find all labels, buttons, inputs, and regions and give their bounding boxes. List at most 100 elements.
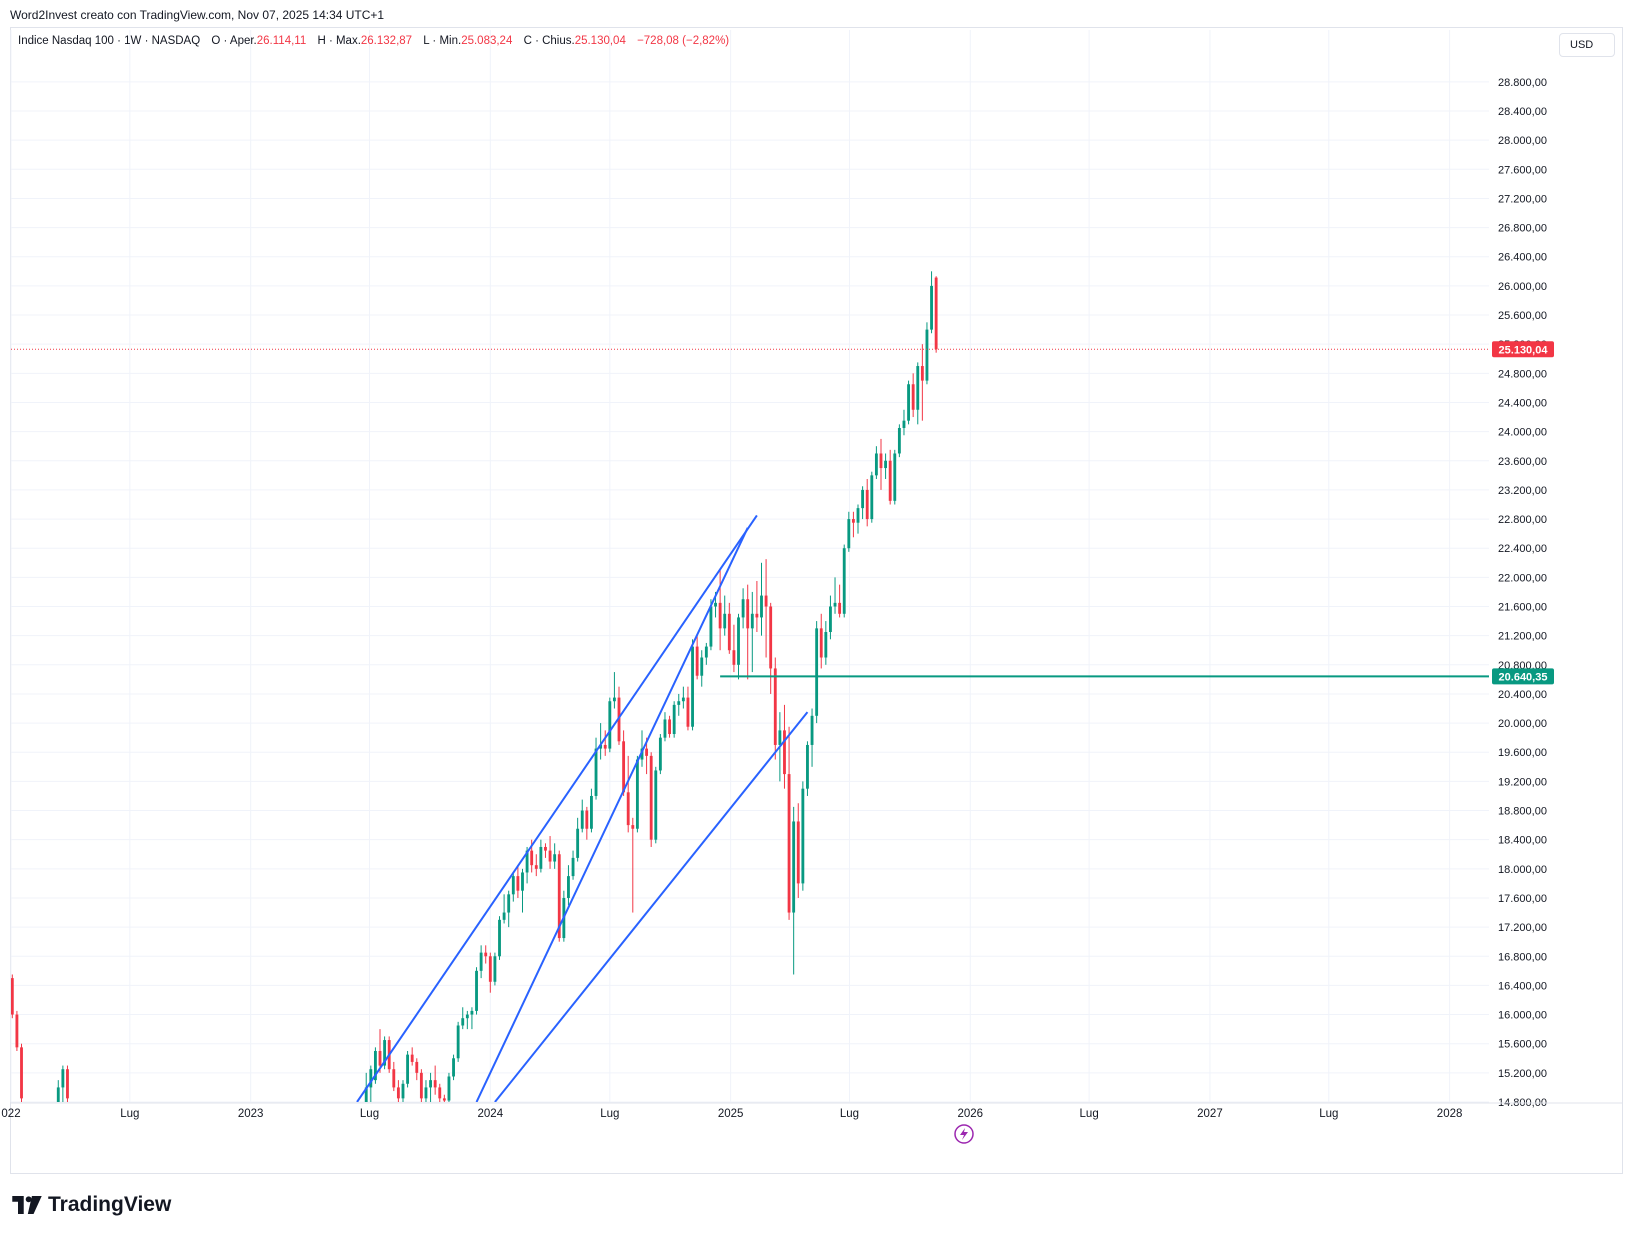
candle[interactable] — [419, 1069, 423, 1102]
candle[interactable] — [401, 1080, 405, 1102]
candle[interactable] — [475, 967, 478, 1015]
candle[interactable] — [801, 781, 805, 891]
candle[interactable] — [11, 974, 14, 1019]
trendline[interactable] — [475, 527, 749, 1102]
candle[interactable] — [668, 715, 671, 738]
candle[interactable] — [369, 1065, 373, 1102]
candle[interactable] — [663, 712, 667, 742]
candle[interactable] — [493, 952, 497, 986]
candle[interactable] — [874, 446, 878, 479]
candle[interactable] — [424, 1080, 428, 1102]
candle[interactable] — [447, 1072, 451, 1102]
candle[interactable] — [626, 755, 630, 833]
candle[interactable] — [654, 766, 658, 844]
candle[interactable] — [829, 595, 832, 640]
candle[interactable] — [870, 471, 874, 523]
candle[interactable] — [594, 737, 598, 800]
candle[interactable] — [723, 595, 727, 636]
candle[interactable] — [452, 1054, 455, 1081]
candle[interactable] — [521, 868, 524, 913]
candle[interactable] — [920, 344, 924, 421]
candle[interactable] — [470, 1007, 474, 1030]
candle[interactable] — [553, 843, 557, 869]
candle[interactable] — [511, 872, 515, 902]
candle[interactable] — [576, 817, 580, 862]
candle[interactable] — [700, 650, 704, 687]
candle[interactable] — [599, 723, 603, 760]
candle[interactable] — [732, 624, 736, 673]
candle[interactable] — [442, 1094, 446, 1102]
candle[interactable] — [622, 730, 626, 796]
candle[interactable] — [392, 1061, 396, 1092]
candle[interactable] — [691, 639, 694, 731]
candle[interactable] — [378, 1029, 382, 1073]
candle[interactable] — [819, 613, 823, 669]
candle[interactable] — [548, 836, 552, 869]
candle[interactable] — [635, 755, 639, 833]
candle[interactable] — [792, 806, 796, 975]
candle[interactable] — [396, 1080, 400, 1102]
candle[interactable] — [488, 952, 492, 993]
tradingview-brand[interactable]: TradingView — [12, 1193, 171, 1217]
candle[interactable] — [893, 449, 897, 505]
candle[interactable] — [608, 697, 612, 753]
candle[interactable] — [479, 945, 483, 979]
candle[interactable] — [796, 803, 800, 898]
lightning-alert-icon[interactable] — [954, 1124, 974, 1144]
candle[interactable] — [865, 478, 869, 527]
candle[interactable] — [787, 726, 791, 920]
candle[interactable] — [585, 806, 589, 840]
plot-area[interactable] — [11, 271, 1489, 1102]
candle[interactable] — [833, 577, 837, 614]
trendline[interactable] — [356, 514, 758, 1102]
candle[interactable] — [640, 730, 644, 767]
candle[interactable] — [838, 584, 842, 618]
candle[interactable] — [718, 570, 722, 651]
candle[interactable] — [571, 850, 575, 880]
candle[interactable] — [824, 621, 828, 665]
candle[interactable] — [856, 504, 860, 534]
candle[interactable] — [433, 1065, 437, 1095]
candle[interactable] — [677, 693, 681, 716]
candle[interactable] — [746, 584, 750, 680]
candle[interactable] — [879, 438, 883, 490]
candle[interactable] — [888, 449, 892, 505]
candle[interactable] — [461, 1007, 465, 1030]
candle[interactable] — [649, 752, 653, 847]
candle[interactable] — [842, 544, 846, 618]
candle[interactable] — [631, 817, 635, 913]
candle[interactable] — [783, 704, 786, 789]
candle[interactable] — [884, 453, 888, 479]
candle[interactable] — [902, 409, 906, 436]
candle[interactable] — [567, 865, 570, 906]
candle[interactable] — [383, 1036, 387, 1070]
candle[interactable] — [861, 486, 865, 520]
currency-button[interactable]: USD — [1559, 33, 1615, 57]
candle[interactable] — [773, 657, 777, 760]
candle[interactable] — [56, 1080, 60, 1102]
candle[interactable] — [544, 843, 547, 858]
candle[interactable] — [764, 559, 768, 658]
candle[interactable] — [373, 1047, 377, 1084]
symbol-label[interactable]: Indice Nasdaq 100 · 1W · NASDAQ — [18, 35, 201, 47]
candle[interactable] — [658, 734, 662, 775]
candle[interactable] — [590, 788, 593, 833]
candle[interactable] — [465, 1010, 469, 1030]
candle[interactable] — [410, 1047, 414, 1066]
candle[interactable] — [907, 380, 910, 425]
trendline[interactable] — [494, 711, 809, 1102]
candle[interactable] — [507, 890, 511, 928]
candle[interactable] — [15, 1010, 19, 1051]
candle[interactable] — [502, 894, 506, 924]
candle[interactable] — [911, 373, 915, 418]
candle[interactable] — [897, 424, 901, 458]
candle[interactable] — [925, 322, 929, 385]
candle[interactable] — [704, 642, 708, 665]
candle[interactable] — [810, 708, 814, 767]
candle[interactable] — [847, 511, 851, 552]
candle[interactable] — [727, 602, 731, 654]
candle[interactable] — [429, 1072, 432, 1102]
candle[interactable] — [760, 562, 763, 636]
candle[interactable] — [851, 511, 855, 538]
